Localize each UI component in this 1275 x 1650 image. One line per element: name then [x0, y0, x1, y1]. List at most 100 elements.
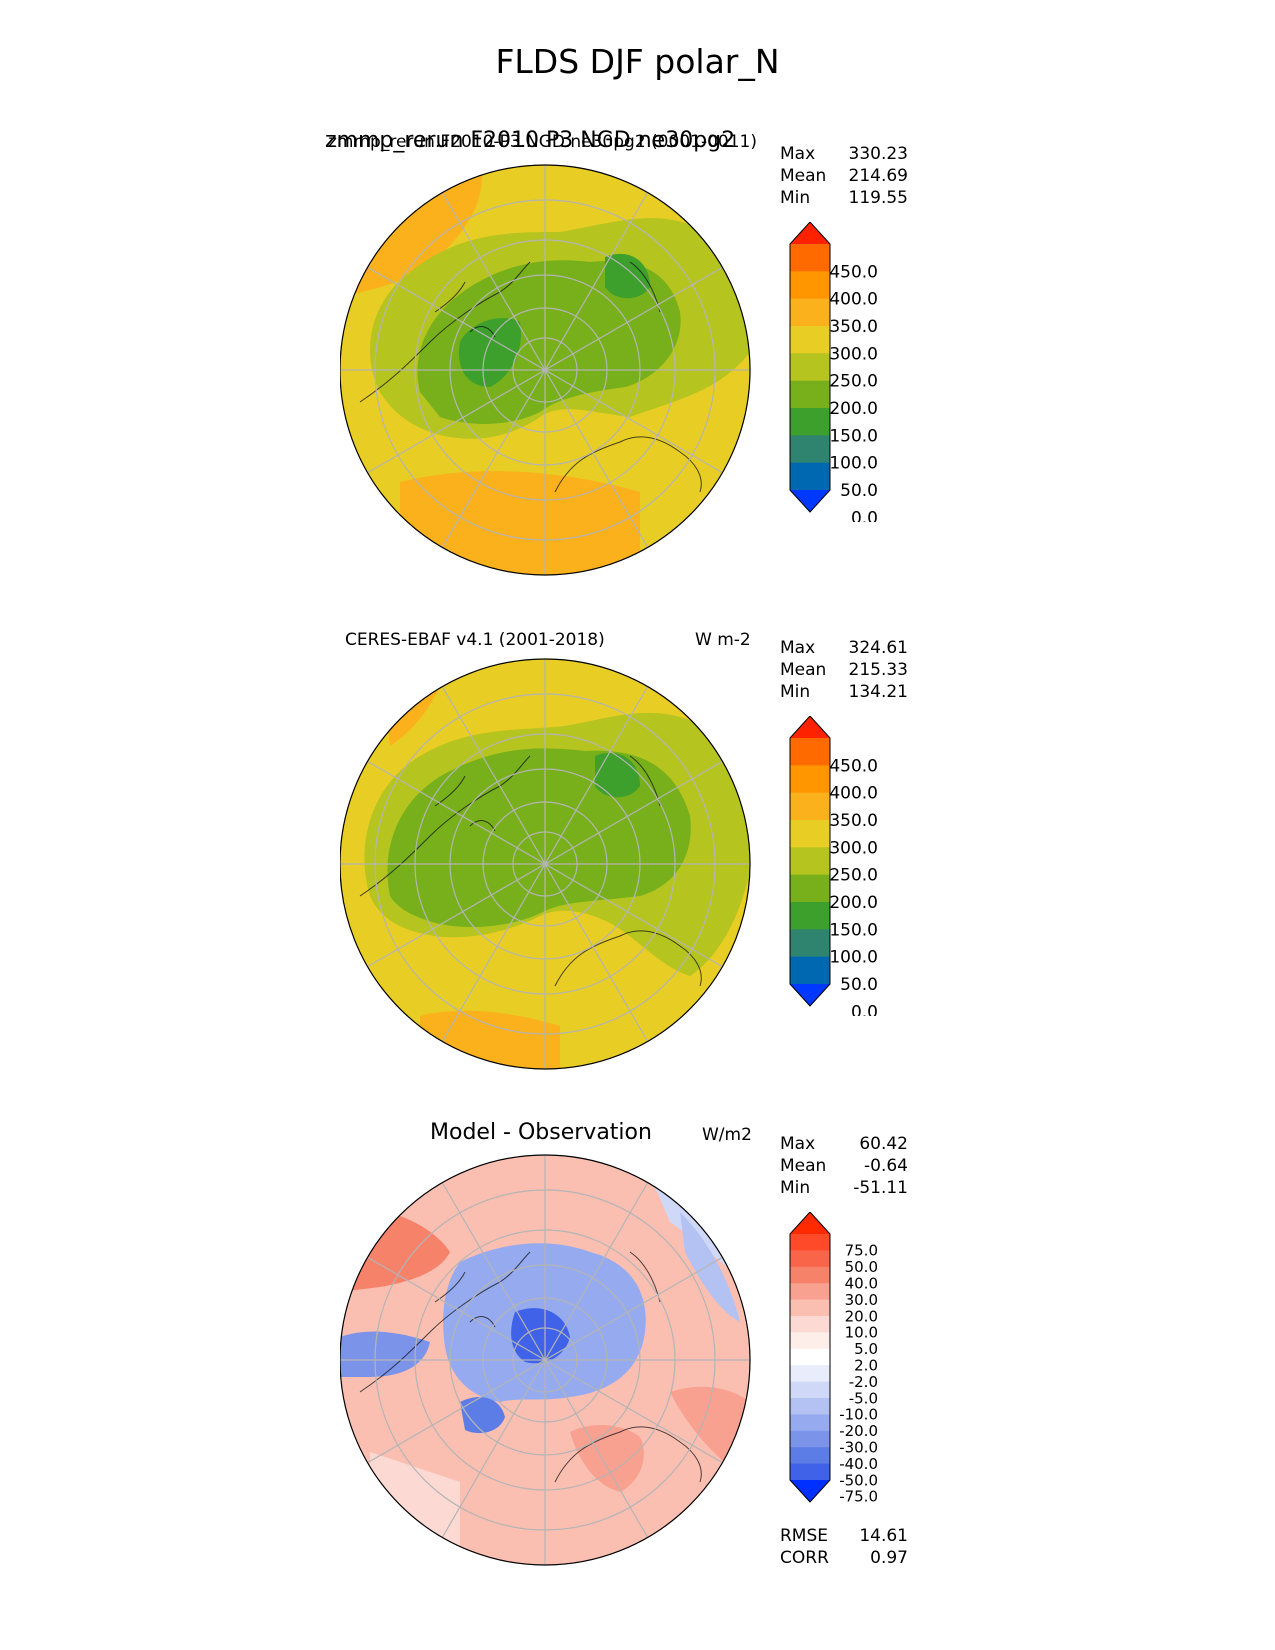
- stat-label: Min: [780, 188, 811, 208]
- colorbar-tick-label: 300.0: [829, 344, 878, 364]
- colorbar-outline: [789, 1212, 831, 1503]
- colorbar-tick-label: 50.0: [840, 481, 878, 501]
- colorbar-swatch: [790, 1480, 830, 1502]
- colorbar-swatch: [790, 1212, 830, 1234]
- colorbar-tick-label: 100.0: [829, 454, 878, 474]
- colorbar-tick-label: -2.0: [849, 1373, 878, 1391]
- colorbar-swatches: [789, 222, 831, 513]
- colorbar-tick-label: 350.0: [829, 317, 878, 337]
- panel-diff-stats: Max 60.42 Mean -0.64 Min -51.11: [780, 1133, 908, 1199]
- panel-test-title-center: zmmp_rerun F2010 P3 NGD ne30pg2: [325, 128, 736, 153]
- colorbar-swatch: [790, 462, 830, 491]
- colorbar-diff: 75.050.040.030.020.010.05.02.0-2.0-5.0-1…: [789, 1212, 878, 1506]
- colorbar-tick-label: -50.0: [839, 1471, 878, 1489]
- colorbar-tick-label: 400.0: [829, 290, 878, 310]
- colorbar-tick-label: -20.0: [839, 1422, 878, 1440]
- colorbar-tick-label: -10.0: [839, 1406, 878, 1424]
- colorbar-swatch: [790, 929, 830, 958]
- colorbar-swatch: [790, 1463, 830, 1481]
- colorbar-swatch: [790, 1365, 830, 1383]
- stat-value: -0.64: [864, 1156, 908, 1176]
- colorbar-swatch: [790, 716, 830, 738]
- colorbar-tick-label: 50.0: [840, 975, 878, 995]
- colorbar-tick-label: 150.0: [829, 920, 878, 940]
- metric-label: RMSE: [780, 1526, 829, 1546]
- colorbar-swatch: [790, 1348, 830, 1366]
- graticule-diff: [340, 1155, 750, 1565]
- colorbar-swatch: [790, 490, 830, 512]
- colorbar-swatch: [790, 956, 830, 985]
- metric-label: CORR: [780, 1548, 829, 1568]
- colorbar-tick-label: 20.0: [845, 1307, 878, 1325]
- colorbar-swatch: [790, 1430, 830, 1448]
- colorbar-swatch: [790, 298, 830, 327]
- colorbar-ref: 450.0 400.0 350.0 300.0 250.0 200.0 150.0 100.0…: [789, 716, 878, 1016]
- stat-value: 119.55: [848, 188, 908, 208]
- colorbar-swatch: [790, 1234, 830, 1251]
- graticule-ref: [340, 659, 750, 1069]
- stat-value: -51.11: [853, 1178, 908, 1198]
- figure-title: FLDS DJF polar_N: [495, 42, 780, 81]
- panel-diff-title: Model - Observation: [430, 1120, 652, 1145]
- colorbar-tick-label: 300.0: [829, 838, 878, 858]
- polar-map-diff: [340, 1154, 751, 1566]
- stat-value: 330.23: [848, 144, 908, 164]
- colorbar-tick-label: -5.0: [849, 1389, 878, 1407]
- colorbar-swatch: [790, 792, 830, 821]
- colorbar-swatch: [790, 1283, 830, 1301]
- colorbar-tick-label: 450.0: [829, 262, 878, 282]
- colorbar-tick-label: 350.0: [829, 811, 878, 831]
- colorbar-tick-label: 2.0: [854, 1356, 878, 1374]
- colorbar-swatch: [790, 984, 830, 1006]
- polar-map-ref: [340, 658, 751, 1070]
- colorbar-swatch: [790, 1316, 830, 1333]
- colorbar-swatch: [790, 380, 830, 409]
- colorbar-tick-label: 30.0: [845, 1291, 878, 1309]
- stat-value: 324.61: [848, 638, 908, 658]
- panel-diff-units: W/m2: [702, 1125, 752, 1145]
- colorbar-swatch: [790, 271, 830, 300]
- colorbar-tick-label: 200.0: [829, 399, 878, 419]
- colorbar-tick-label: 0.0: [851, 508, 878, 522]
- colorbar-swatch: [790, 222, 830, 244]
- colorbar-tick-label: -30.0: [839, 1438, 878, 1456]
- colorbar-tick-label: 5.0: [854, 1340, 878, 1358]
- map-fill-test: [340, 165, 750, 575]
- stat-value: 215.33: [848, 660, 908, 680]
- colorbar-tick-label: 450.0: [829, 756, 878, 776]
- colorbar-swatches: [789, 1212, 831, 1503]
- graticule-test: [340, 165, 750, 575]
- colorbar-tick-label: -75.0: [839, 1488, 878, 1506]
- colorbar-swatch: [790, 874, 830, 903]
- stat-label: Max: [780, 638, 816, 658]
- colorbar-swatches: [789, 716, 831, 1007]
- colorbar-ticks: 450.0 400.0 350.0 300.0 250.0 200.0 150.0 100.0…: [829, 756, 878, 1016]
- stat-label: Min: [780, 682, 811, 702]
- colorbar-swatch: [790, 326, 830, 354]
- colorbar-outline: [789, 222, 831, 513]
- colorbar-tick-label: 10.0: [845, 1324, 878, 1342]
- stat-label: Mean: [780, 1156, 827, 1176]
- panel-ref-title-left: CERES-EBAF v4.1 (2001-2018): [345, 630, 605, 650]
- colorbar-swatch: [790, 765, 830, 794]
- panel-diff-metrics: RMSE 14.61 CORR 0.97: [780, 1525, 908, 1569]
- colorbar-swatch: [790, 1332, 830, 1350]
- metric-value: 14.61: [859, 1526, 908, 1546]
- colorbar-tick-label: 200.0: [829, 893, 878, 913]
- stat-label: Mean: [780, 166, 827, 186]
- colorbar-swatch: [790, 353, 830, 382]
- polar-map-test: [340, 164, 751, 576]
- colorbar-tick-label: 75.0: [845, 1242, 878, 1260]
- map-fill-diff: [340, 1155, 750, 1565]
- panel-test-stats: Max 330.23 Mean 214.69 Min 119.55: [780, 143, 908, 209]
- map-boundary-test: [340, 164, 751, 576]
- stat-value: 214.69: [848, 166, 908, 186]
- colorbar-swatch: [790, 408, 830, 436]
- colorbar-test: 450.0 400.0 350.0 300.0 250.0 200.0 150.0 100.0…: [789, 222, 878, 522]
- stat-label: Mean: [780, 660, 827, 680]
- stat-label: Max: [780, 144, 816, 164]
- colorbar-ticks: 450.0 400.0 350.0 300.0 250.0 200.0 150.0 100.0…: [829, 262, 878, 522]
- map-boundary-diff: [340, 1154, 751, 1566]
- stat-label: Min: [780, 1178, 811, 1198]
- colorbar-swatch: [790, 1381, 830, 1399]
